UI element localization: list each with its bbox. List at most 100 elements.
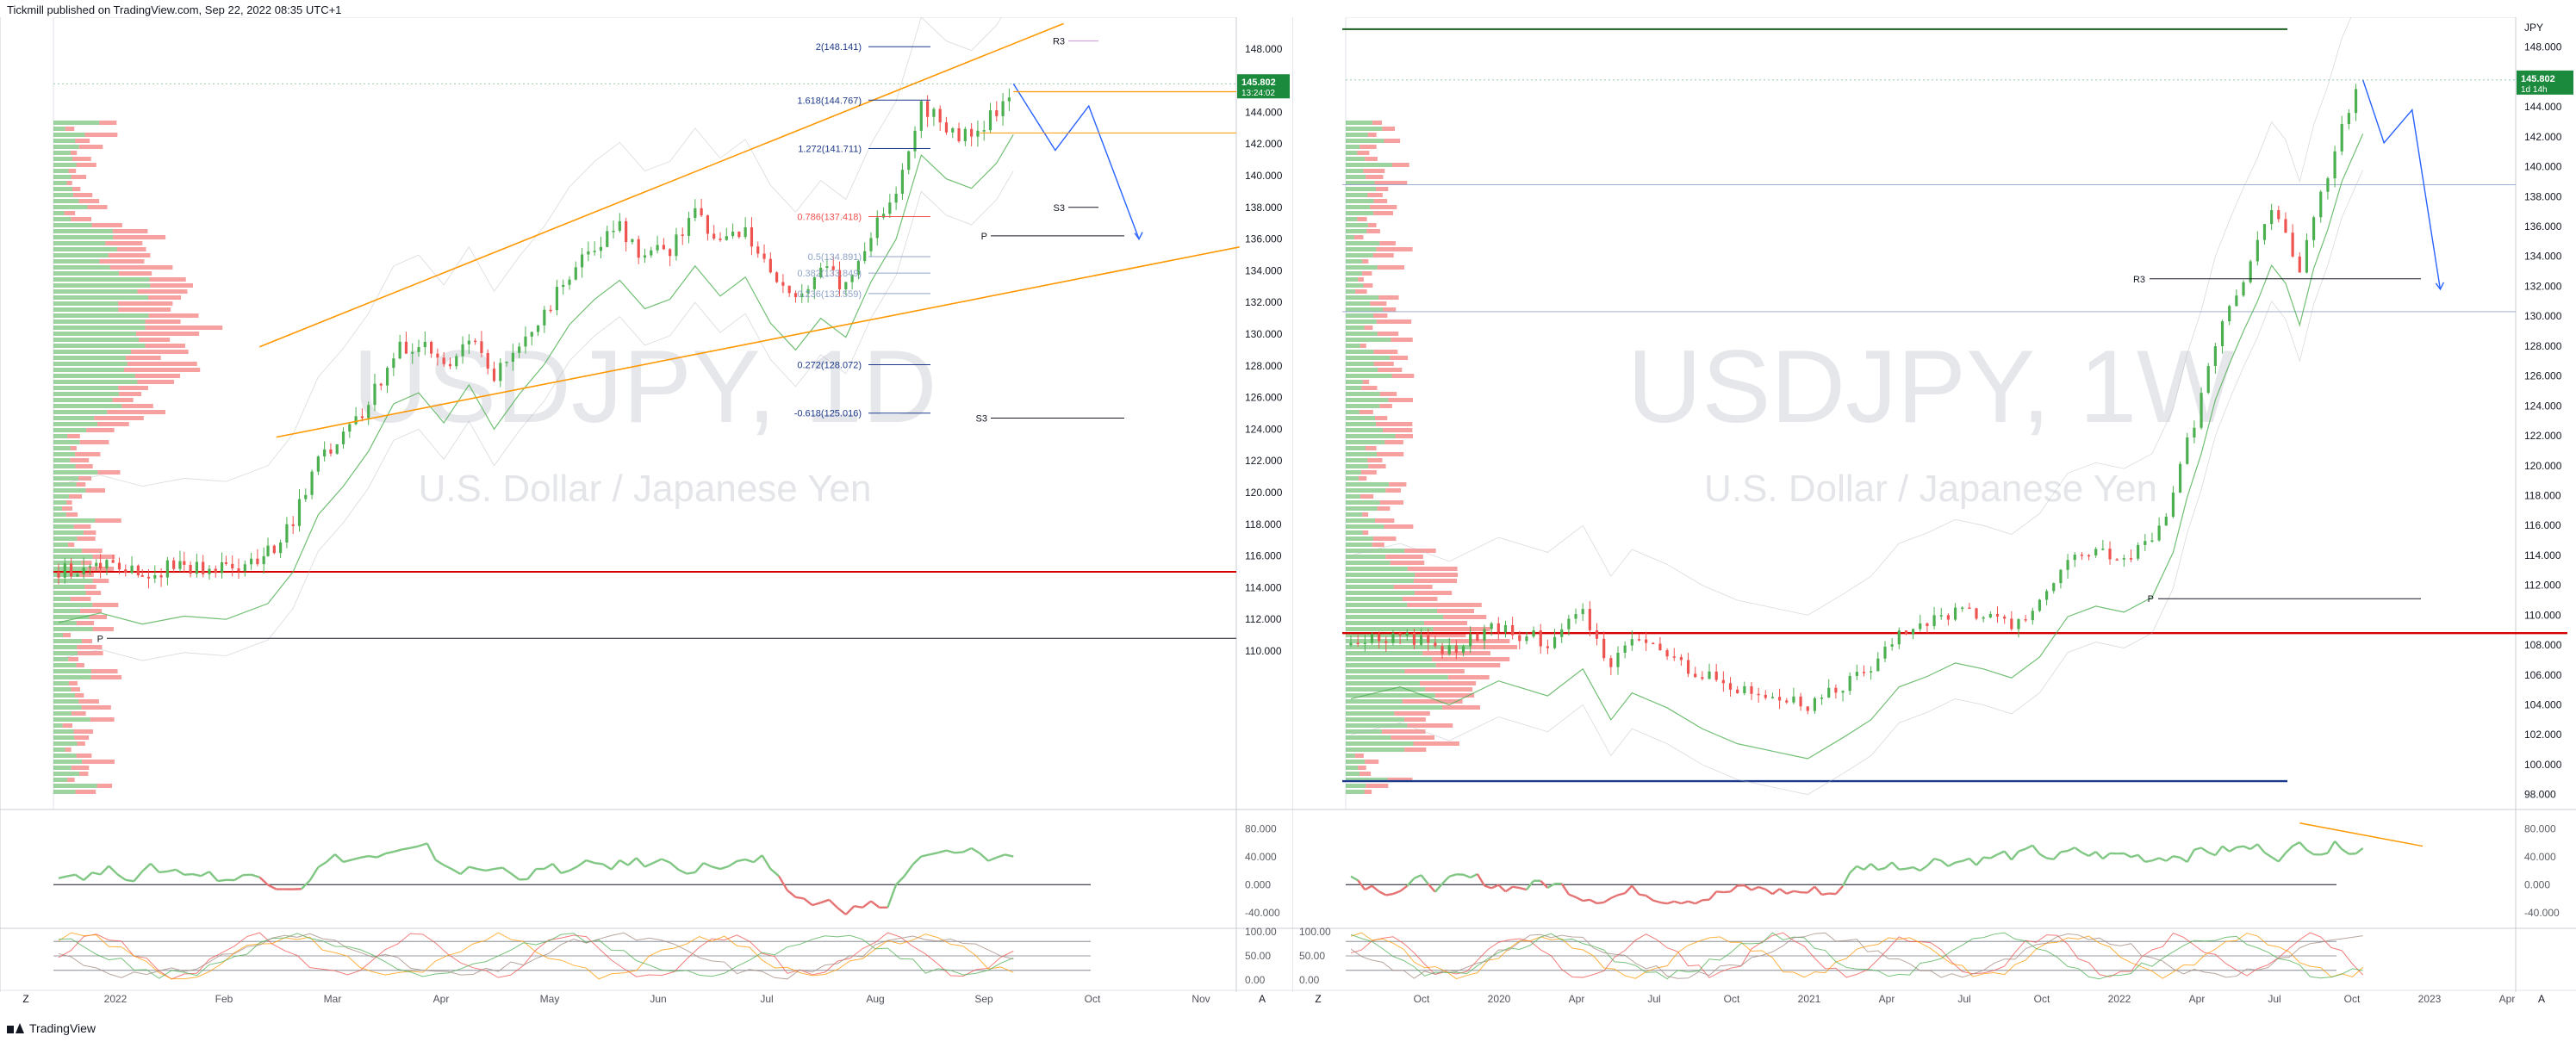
x-tick-label: Feb	[215, 993, 233, 1005]
volume-profile-bar-down	[76, 754, 92, 758]
volume-profile-bar-down	[99, 259, 145, 264]
candle-down	[2087, 555, 2091, 557]
oscillator-line	[987, 856, 998, 862]
candle-up	[1363, 642, 1366, 644]
y-tick-label: 116.000	[2524, 519, 2561, 531]
candle-down	[237, 568, 240, 571]
candle-up	[819, 268, 823, 277]
volume-profile-bar-down	[149, 277, 186, 282]
oscillator-line	[2221, 845, 2231, 853]
volume-profile-bar-up	[1346, 693, 1435, 698]
volume-profile-bar-down	[1360, 344, 1366, 348]
chart-usdjpy-weekly[interactable]: USDJPY, 1W U.S. Dollar / Japanese Yen 148.…	[1292, 17, 2576, 1016]
oscillator-line	[1814, 885, 1823, 896]
candle-down	[549, 309, 552, 312]
y-tick-label: 98.000	[2524, 789, 2556, 801]
y-tick-label: 128.000	[1245, 360, 1283, 372]
volume-profile-bar-up	[1346, 205, 1370, 209]
volume-profile-bar-up	[1346, 790, 1365, 794]
envelope-band	[58, 17, 1002, 487]
oscillator-line	[384, 850, 395, 855]
oscillator-line	[1610, 894, 1619, 900]
candle-down	[379, 383, 383, 386]
volume-profile-bar-down	[1419, 681, 1477, 685]
candle-down	[360, 416, 364, 419]
oscillator-line	[903, 864, 914, 877]
volume-profile-bar-down	[108, 253, 151, 257]
volume-profile-bar-up	[1346, 446, 1366, 450]
y-tick-label: 130.000	[1245, 328, 1283, 340]
pivot-label: R3	[2133, 275, 2145, 285]
stochastic-tick: 100.00	[1245, 926, 1277, 938]
volume-profile-bar-down	[78, 145, 103, 149]
oscillator-line	[1364, 884, 1373, 891]
volume-profile-bar-up	[53, 139, 76, 143]
volume-profile-bar-down	[1435, 663, 1501, 667]
candle-up	[285, 524, 289, 543]
oscillator-line	[1596, 901, 1604, 905]
volume-profile-bar-down	[86, 428, 115, 432]
volume-profile-bar-up	[53, 133, 85, 137]
candle-down	[224, 561, 228, 564]
candle-up	[1841, 691, 1845, 693]
candle-down	[706, 215, 710, 234]
oscillator-line	[159, 870, 168, 874]
volume-profile-bar-down	[1388, 398, 1414, 402]
volume-profile-bar-up	[1346, 368, 1378, 372]
volume-profile-bar-down	[72, 711, 86, 716]
volume-profile-bar-up	[1346, 374, 1392, 378]
candle-up	[392, 358, 395, 369]
volume-profile-bar-down	[123, 368, 201, 372]
oscillator-line	[326, 853, 336, 863]
oscillator-line	[1821, 892, 1829, 896]
candle-up	[2150, 540, 2154, 542]
fib-level-label: 1.618(144.767)	[797, 96, 862, 106]
volume-profile-bar-up	[1346, 597, 1403, 601]
volume-profile-bar-up	[53, 530, 84, 535]
candle-down	[637, 239, 640, 258]
volume-profile-bar-up	[1346, 217, 1358, 221]
candle-down	[1476, 634, 1479, 641]
volume-profile-bar-up	[53, 356, 126, 360]
oscillator-line	[2131, 853, 2139, 859]
candle-up	[2312, 217, 2316, 240]
candle-up	[354, 416, 358, 425]
volume-profile-bar-up	[53, 645, 78, 649]
volume-profile-bar-down	[76, 663, 84, 667]
publish-header: Tickmill published on TradingView.com, S…	[7, 3, 342, 16]
x-tick-label: 2023	[2418, 993, 2442, 1005]
watermark-symbol: USDJPY, 1D	[352, 329, 936, 444]
oscillator-line	[2207, 851, 2216, 857]
volume-profile-bar-up	[53, 205, 88, 209]
candle-down	[486, 352, 489, 369]
candle-up	[335, 443, 339, 454]
oscillator-line	[1645, 894, 1654, 902]
volume-profile-bar-down	[97, 470, 121, 474]
volume-profile-bar-down	[109, 265, 173, 270]
candle-down	[442, 357, 445, 364]
oscillator-line	[1913, 865, 1921, 872]
volume-profile-bar-up	[1346, 289, 1356, 294]
volume-profile-bar-up	[53, 265, 110, 270]
volume-profile-bar-down	[87, 205, 108, 209]
oscillator-line	[2299, 841, 2308, 851]
oscillator-tick: 40.000	[1245, 851, 1277, 863]
volume-profile-bar-up	[53, 259, 100, 264]
volume-profile-bar-up	[53, 283, 151, 288]
x-tick-label: Jul	[2268, 993, 2280, 1005]
volume-profile-bar-up	[53, 163, 77, 167]
chart-usdjpy-daily[interactable]: USDJPY, 1D U.S. Dollar / Japanese Yen 148.…	[0, 17, 1292, 1016]
oscillator-line	[586, 859, 595, 865]
stochastic-line	[58, 932, 1014, 980]
oscillator-line	[1357, 879, 1366, 890]
candle-up	[1349, 642, 1353, 646]
volume-profile-bar-up	[1346, 645, 1472, 649]
oscillator-line	[2277, 852, 2287, 863]
volume-profile-bar-up	[53, 524, 74, 529]
oscillator-line	[1568, 893, 1577, 898]
oscillator-line	[828, 898, 838, 909]
volume-profile-bar-up	[53, 512, 66, 517]
volume-profile-bar-up	[53, 766, 72, 770]
volume-profile-bar-up	[53, 289, 138, 294]
volume-profile-bar-down	[1377, 332, 1399, 336]
